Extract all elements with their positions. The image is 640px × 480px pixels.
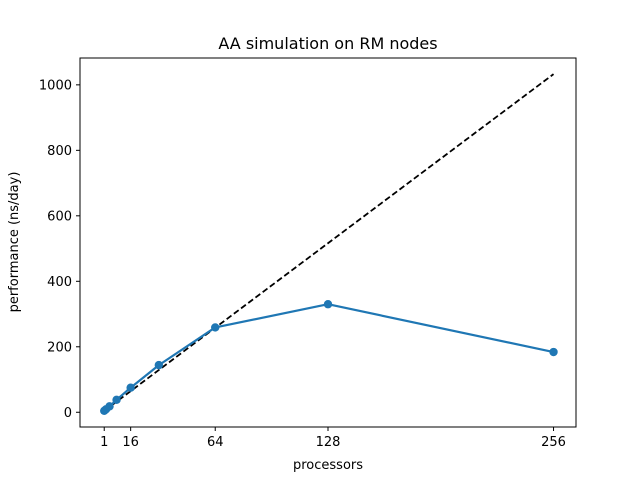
y-tick-label: 1000 <box>39 78 72 93</box>
performance-point <box>105 402 114 411</box>
plot-frame <box>79 57 577 428</box>
y-axis-label: performance (ns/day) <box>7 172 22 313</box>
x-tick-label: 256 <box>541 435 566 450</box>
performance-point <box>211 323 220 332</box>
chart-title: AA simulation on RM nodes <box>218 34 437 53</box>
performance-point <box>549 347 558 357</box>
x-tick-label: 1 <box>100 435 108 450</box>
performance-line <box>103 303 554 412</box>
performance-point <box>112 395 121 405</box>
performance-point <box>126 383 135 392</box>
y-tick-label: 400 <box>47 275 72 290</box>
ideal-scaling-line <box>103 73 555 412</box>
x-tick-label: 128 <box>316 435 341 450</box>
performance-point <box>154 360 164 370</box>
x-tick-label: 64 <box>207 435 224 450</box>
y-tick-label: 200 <box>47 340 72 355</box>
y-tick-label: 600 <box>47 209 72 224</box>
x-axis-label: processors <box>293 458 363 473</box>
series-layer <box>100 73 558 415</box>
performance-point <box>323 300 333 309</box>
y-tick-label: 800 <box>47 144 72 159</box>
x-tick-label: 16 <box>122 435 139 450</box>
ticks: 1 16 64 128 256 0 200 400 600 800 1000 <box>39 78 566 450</box>
y-tick-label: 0 <box>64 406 72 421</box>
